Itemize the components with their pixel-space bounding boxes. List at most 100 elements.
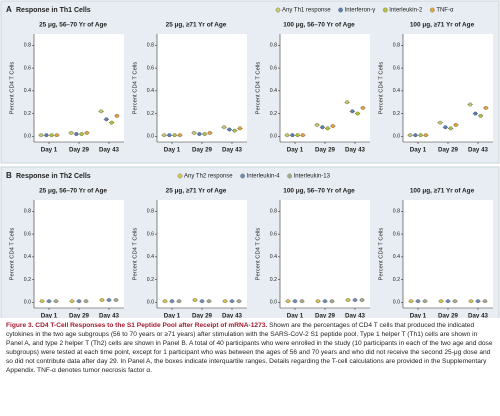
data-point (107, 298, 111, 302)
data-point (409, 299, 413, 304)
x-tick-label: Day 29 (315, 147, 336, 154)
data-point (300, 299, 304, 304)
data-point (114, 298, 118, 302)
y-tick-label: 0.2 (24, 111, 31, 117)
y-axis-label: Percent CD4 T Cells (379, 228, 385, 281)
y-tick-label: 0.8 (270, 43, 277, 49)
data-point (40, 299, 44, 304)
data-point (360, 105, 365, 110)
chart-title: 25 μg, 56–70 Yr of Age (39, 188, 107, 195)
plot-area (157, 34, 247, 142)
data-point (237, 126, 242, 131)
y-tick-label: 0.2 (393, 277, 400, 283)
y-tick-label: 0.2 (147, 111, 154, 117)
y-tick-label: 0.2 (270, 277, 277, 283)
data-point (290, 133, 295, 138)
x-tick-label: Day 43 (345, 313, 366, 318)
legend-item: Any Th1 response (275, 7, 331, 14)
x-tick-label: Day 1 (41, 147, 58, 154)
legend-item: Interleukin-13 (287, 173, 331, 180)
data-point (227, 127, 232, 132)
data-point (74, 132, 79, 136)
y-axis-label: Percent CD4 T Cells (133, 62, 139, 115)
y-tick-label: 0.4 (270, 254, 277, 260)
legend-item: Interleukin-2 (382, 8, 423, 14)
data-point (44, 133, 49, 138)
x-tick-label: Day 29 (69, 313, 90, 318)
data-point (177, 299, 181, 304)
y-tick-label: 0.2 (147, 277, 154, 283)
y-tick-label: 0.4 (393, 254, 400, 260)
x-tick-label: Day 1 (410, 147, 427, 154)
y-tick-label: 0.8 (147, 43, 154, 49)
chart-title: 25 μg, ≥71 Yr of Age (166, 22, 227, 29)
legend-item: Interleukin-4 (240, 174, 280, 180)
chart-title: 100 μg, 56–70 Yr of Age (283, 188, 355, 195)
x-tick-label: Day 29 (315, 313, 336, 318)
data-point (355, 111, 360, 116)
data-point (476, 299, 480, 304)
chart-title: 100 μg, 56–70 Yr of Age (283, 22, 355, 29)
data-point (346, 298, 350, 302)
data-point (439, 299, 443, 304)
data-point (438, 120, 443, 125)
y-axis-label: Percent CD4 T Cells (10, 62, 16, 115)
plot-area (403, 200, 493, 308)
data-point (230, 299, 234, 304)
y-tick-label: 0.6 (24, 231, 31, 237)
data-point (350, 109, 355, 114)
data-point (478, 113, 483, 118)
legend-swatch (429, 7, 435, 13)
x-tick-label: Day 29 (192, 313, 213, 318)
x-tick-label: Day 43 (99, 313, 120, 318)
chart-title: 25 μg, ≥71 Yr of Age (166, 188, 227, 195)
x-tick-label: Day 1 (164, 147, 181, 154)
data-point (330, 124, 335, 129)
data-point (202, 132, 207, 136)
data-point (423, 299, 427, 304)
panel-label: B (6, 171, 12, 180)
chart-title: 100 μg, ≥71 Yr of Age (410, 22, 475, 29)
legend-label: Interferon-γ (345, 8, 376, 14)
y-axis-label: Percent CD4 T Cells (10, 228, 16, 281)
data-point (200, 299, 204, 304)
data-point (323, 299, 327, 304)
x-tick-label: Day 43 (99, 147, 120, 154)
data-point (47, 299, 51, 304)
data-point (177, 133, 182, 138)
data-point (483, 299, 487, 304)
chart-title: 25 μg, 56–70 Yr of Age (39, 22, 107, 29)
y-tick-label: 0.0 (393, 300, 400, 306)
data-point (286, 299, 290, 304)
legend-label: TNF-α (436, 8, 454, 14)
legend-label: Interleukin-2 (389, 8, 423, 14)
data-point (448, 126, 453, 131)
figure-panels: A Response in Th1 Cells Any Th1 response In… (0, 0, 500, 330)
panel-label: A (6, 5, 12, 14)
data-point (316, 299, 320, 304)
x-tick-label: Day 29 (438, 147, 459, 154)
data-point (77, 299, 81, 304)
legend-item: TNF-α (429, 7, 454, 14)
legend-label: Any Th2 response (184, 174, 233, 180)
legend-swatch (338, 7, 343, 13)
data-point (170, 299, 174, 304)
y-tick-label: 0.4 (270, 88, 277, 94)
legend-swatch (177, 173, 183, 179)
y-tick-label: 0.6 (24, 65, 31, 71)
y-tick-label: 0.2 (270, 111, 277, 117)
x-tick-label: Day 43 (222, 313, 243, 318)
plot-area (34, 34, 124, 142)
panel-title: Response in Th1 Cells (16, 7, 91, 14)
legend-swatch (275, 7, 281, 13)
data-point (207, 130, 212, 135)
data-point (453, 299, 457, 304)
y-tick-label: 0.6 (147, 65, 154, 71)
y-tick-label: 0.0 (24, 134, 31, 140)
data-point (104, 117, 109, 122)
x-tick-label: Day 43 (222, 147, 243, 154)
data-point (353, 298, 357, 302)
legend-swatch (287, 173, 292, 179)
y-tick-label: 0.6 (393, 231, 400, 237)
caption-title: Figure 3. CD4 T-Cell Responses to the S1… (6, 322, 268, 329)
